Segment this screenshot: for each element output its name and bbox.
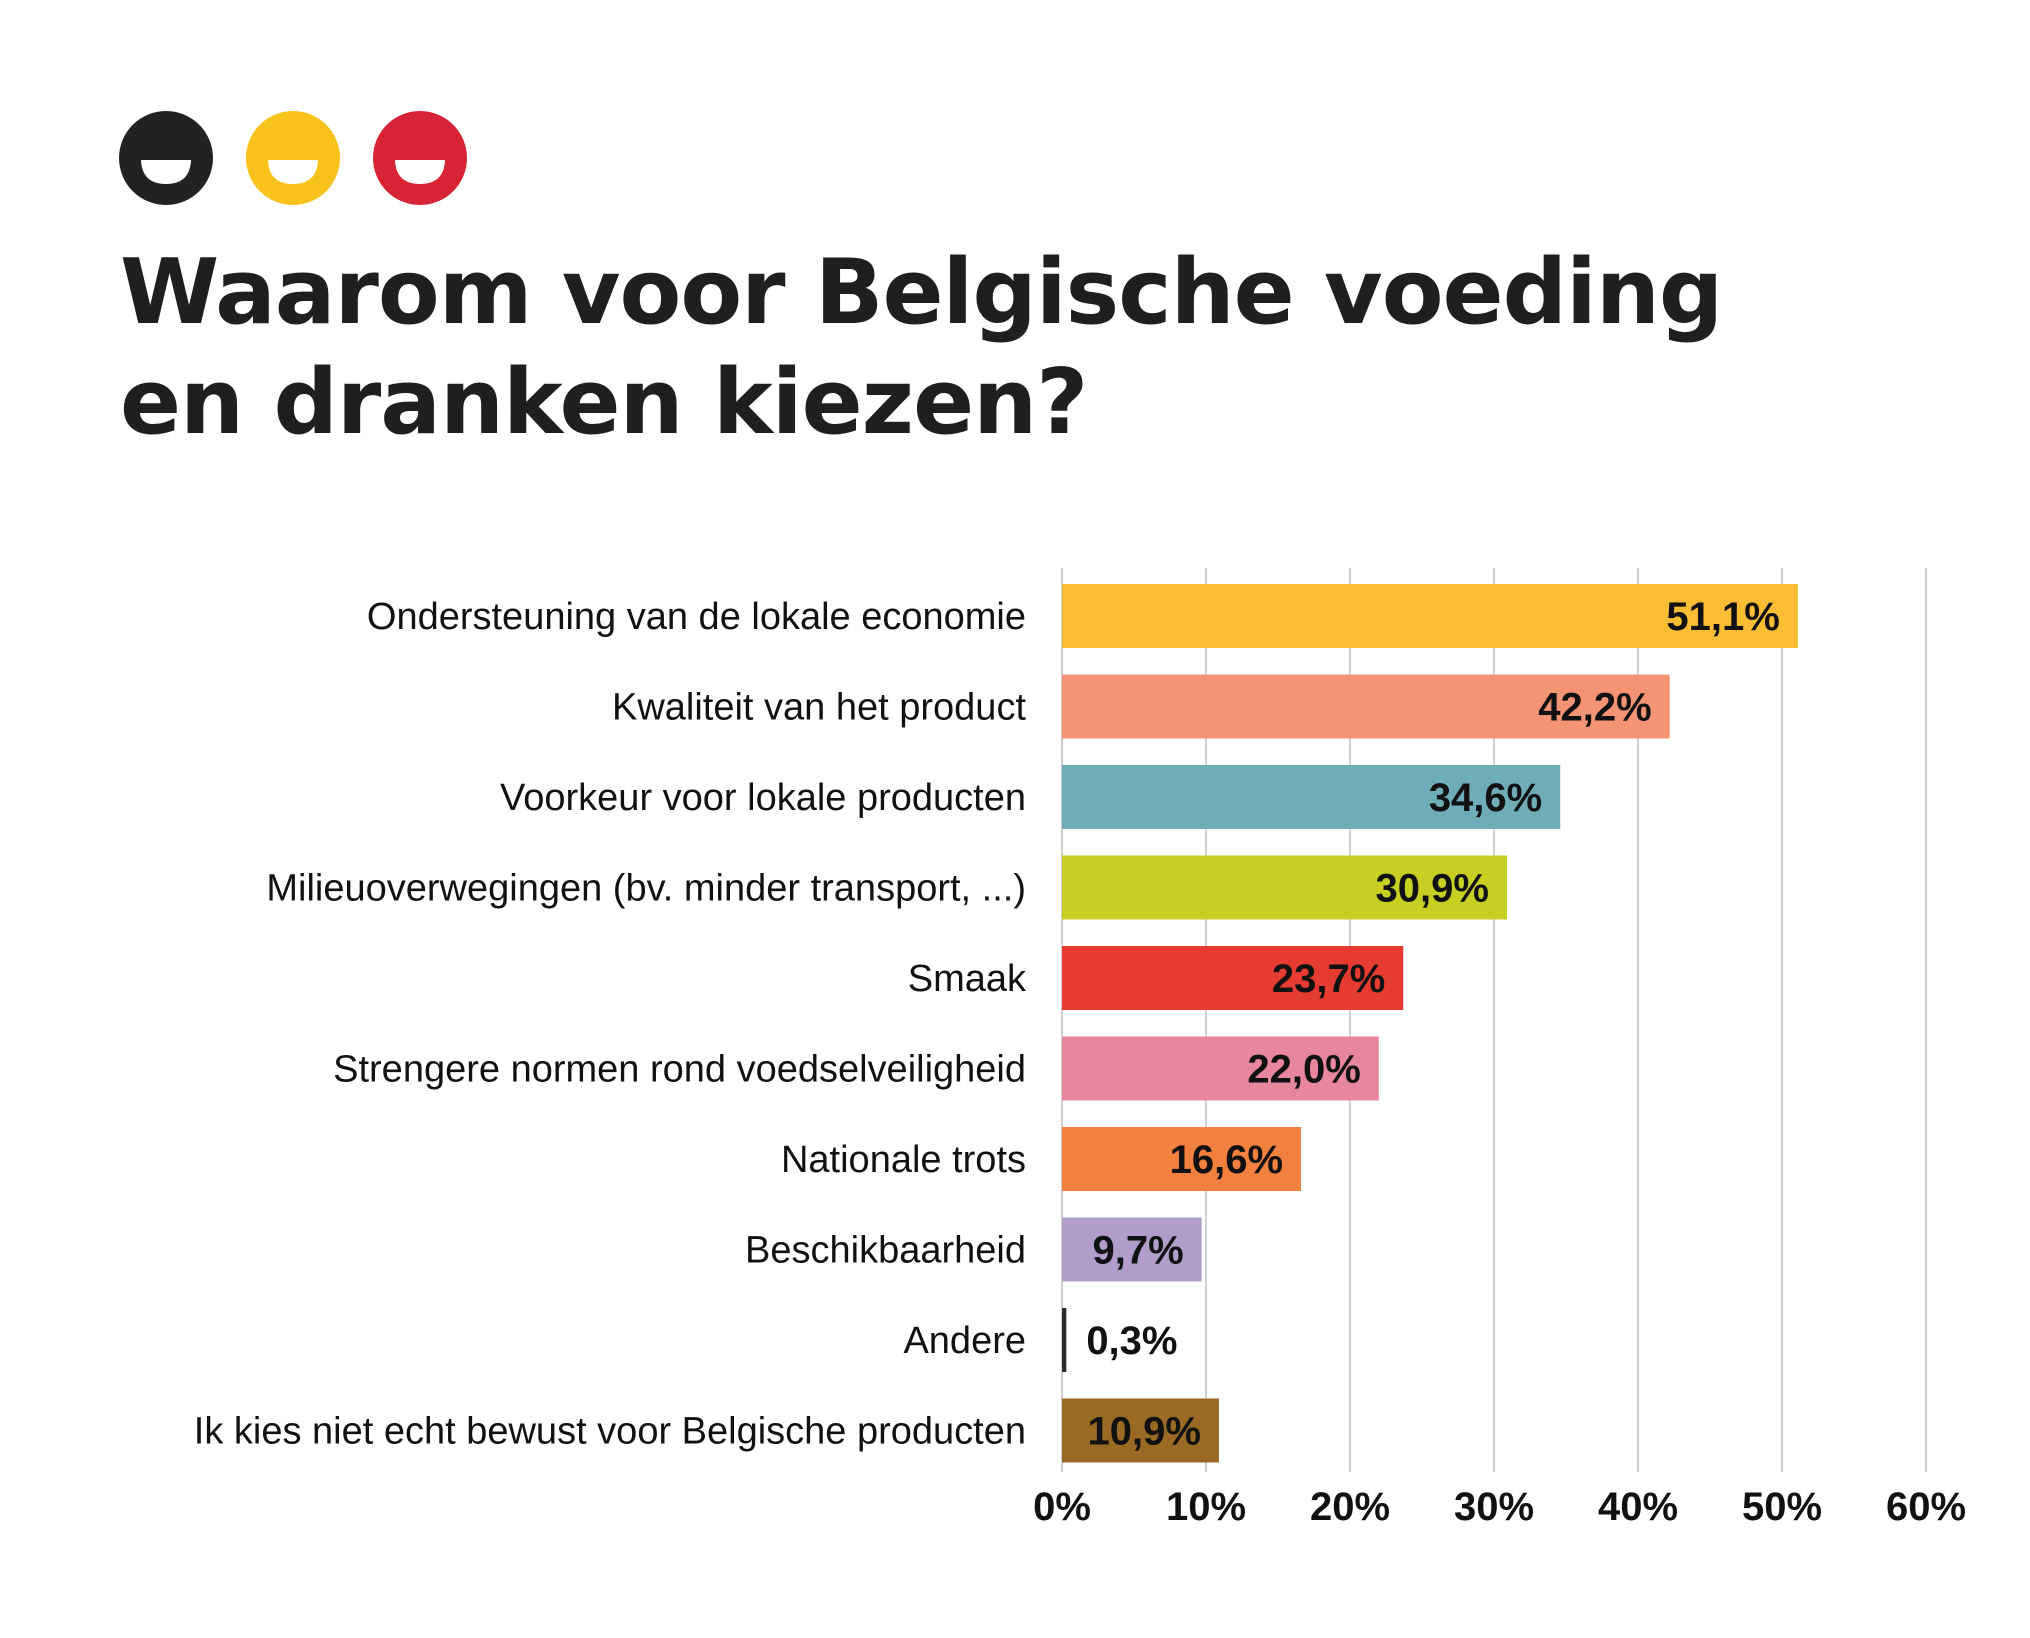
x-tick-label: 10%	[1166, 1485, 1246, 1529]
bar	[1062, 1127, 1302, 1191]
x-tick-label: 0%	[1033, 1485, 1091, 1529]
bar	[1062, 584, 1798, 648]
data-label: 16,6%	[1170, 1138, 1283, 1182]
x-tick-label: 50%	[1742, 1485, 1822, 1529]
category-label: Kwaliteit van het product	[612, 687, 1026, 729]
category-label: Strengere normen rond voedselveiligheid	[333, 1049, 1026, 1091]
smiley-red-icon	[373, 111, 467, 205]
category-label: Ondersteuning van de lokale economie	[367, 596, 1026, 638]
data-label: 42,2%	[1538, 686, 1651, 730]
category-label: Beschikbaarheid	[745, 1230, 1026, 1272]
bar	[1062, 855, 1507, 920]
page-title: Waarom voor Belgische voeding en dranken…	[120, 238, 1820, 458]
category-label: Nationale trots	[781, 1139, 1026, 1181]
title-line-1: Waarom voor Belgische voeding	[120, 240, 1723, 345]
data-label: 22,0%	[1247, 1048, 1360, 1092]
data-label: 0,3%	[1086, 1319, 1177, 1363]
data-label: 23,7%	[1272, 957, 1385, 1001]
bar	[1062, 1398, 1219, 1463]
data-label: 34,6%	[1429, 776, 1542, 820]
bar	[1062, 946, 1404, 1010]
x-tick-label: 40%	[1598, 1485, 1678, 1529]
x-tick-label: 20%	[1310, 1485, 1390, 1529]
data-label: 30,9%	[1376, 867, 1489, 911]
x-tick-label: 60%	[1886, 1485, 1966, 1529]
category-label: Ik kies niet echt bewust voor Belgische …	[194, 1411, 1026, 1453]
smiley-black-icon	[119, 111, 213, 205]
x-tick-label: 30%	[1454, 1485, 1534, 1529]
bar	[1062, 1217, 1202, 1282]
title-line-2: en dranken kiezen?	[120, 350, 1088, 455]
smiley-yellow-icon	[246, 111, 340, 205]
bar	[1062, 1036, 1379, 1101]
category-label: Voorkeur voor lokale producten	[500, 777, 1026, 819]
category-label: Milieuoverwegingen (bv. minder transport…	[266, 868, 1026, 910]
bar-chart: Ondersteuning van de lokale economie 51,1…	[194, 568, 1966, 1529]
brand-logo	[119, 111, 467, 205]
category-label: Smaak	[908, 958, 1027, 1000]
data-label: 51,1%	[1666, 595, 1779, 639]
bar	[1062, 1308, 1067, 1372]
data-label: 9,7%	[1093, 1229, 1184, 1273]
bar	[1062, 674, 1670, 739]
bar	[1062, 765, 1561, 829]
category-label: Andere	[903, 1320, 1026, 1362]
data-label: 10,9%	[1088, 1410, 1201, 1454]
